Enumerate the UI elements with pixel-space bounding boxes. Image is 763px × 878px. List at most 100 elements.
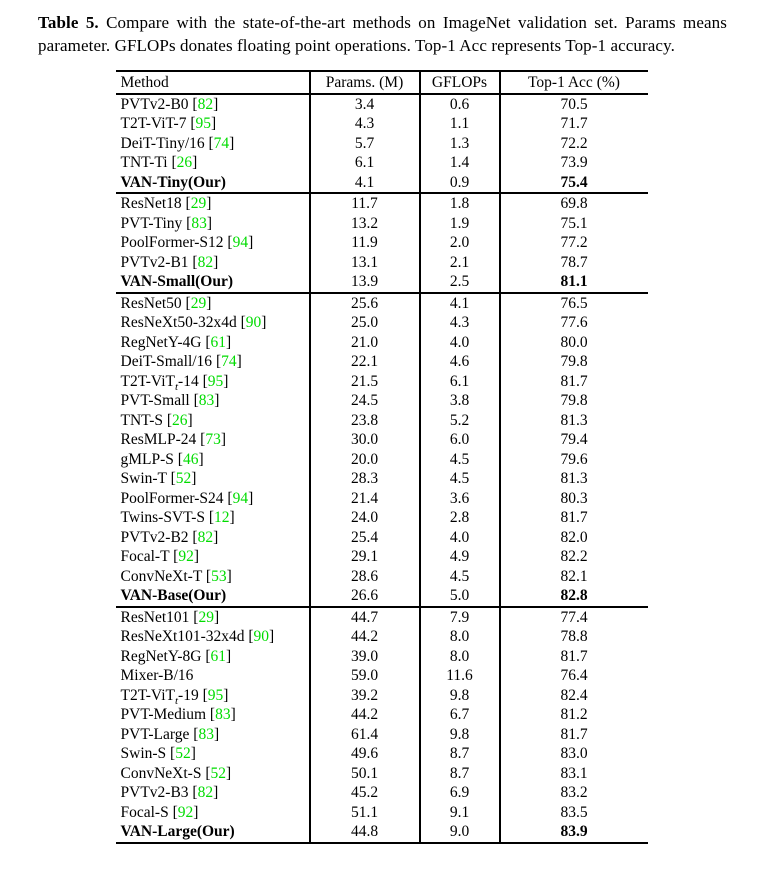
citation-link[interactable]: 29 <box>190 294 207 312</box>
params-cell: 39.0 <box>308 646 420 667</box>
method-name: RegNetY-4G <box>120 333 202 351</box>
citation-link[interactable]: 90 <box>245 314 262 332</box>
citation-link[interactable]: 74 <box>221 353 237 371</box>
method-cell: ResMLP-24 [73] <box>120 431 227 449</box>
citation-link[interactable]: 61 <box>210 333 226 351</box>
citation-link[interactable]: 12 <box>214 509 230 527</box>
method-name: PVTv2-B1 <box>120 253 189 271</box>
method-cell: TNT-S [26] <box>120 411 193 429</box>
params-cell: 50.1 <box>308 763 420 784</box>
method-name: ResNet101 <box>120 608 190 626</box>
gflops-cell: 6.9 <box>418 783 500 803</box>
params-cell: 25.0 <box>308 313 420 333</box>
params-cell: 39.2 <box>308 685 420 706</box>
method-name: RegNetY-8G <box>120 647 202 665</box>
table-row: Swin-S [52] 49.6 8.7 83.0 <box>116 744 648 764</box>
citation-link[interactable]: 92 <box>178 548 194 566</box>
acc-cell: 78.7 <box>498 252 648 273</box>
citation-link[interactable]: 94 <box>232 234 249 252</box>
gflops-cell: 1.4 <box>418 153 500 173</box>
gflops-cell: 8.7 <box>418 763 500 784</box>
citation-link[interactable]: 82 <box>197 95 214 113</box>
citation-link[interactable]: 82 <box>197 528 214 546</box>
acc-cell: 69.8 <box>498 193 648 214</box>
params-cell: 20.0 <box>308 449 420 470</box>
table-row: VAN-Small(Our) 13.9 2.5 81.1 <box>116 272 648 293</box>
table-row: PVT-Small [83] 24.5 3.8 79.8 <box>116 391 648 411</box>
citation-link[interactable]: 26 <box>176 154 193 172</box>
citation-link[interactable]: 83 <box>198 392 215 410</box>
method-name: TNT-S <box>120 411 164 429</box>
citation-link[interactable]: 94 <box>232 489 249 507</box>
acc-cell: 82.8 <box>498 586 648 607</box>
citation-link[interactable]: 95 <box>195 115 212 133</box>
method-cell: DeiT-Small/16 [74] <box>120 353 242 371</box>
citation-link[interactable]: 52 <box>210 764 227 782</box>
table-row: RegNetY-8G [61] 39.0 8.0 81.7 <box>116 646 648 667</box>
table-row: PVTv2-B2 [82] 25.4 4.0 82.0 <box>116 527 648 548</box>
gflops-cell: 2.8 <box>418 508 500 528</box>
params-cell: 44.2 <box>308 627 420 647</box>
citation-link[interactable]: 53 <box>211 567 227 585</box>
params-cell: 24.5 <box>308 391 420 411</box>
acc-cell: 82.1 <box>498 566 648 587</box>
acc-cell: 73.9 <box>498 153 648 173</box>
citation-link[interactable]: 52 <box>175 745 191 763</box>
gflops-cell: 4.0 <box>418 332 500 353</box>
method-name: ResNeXt101-32x4d <box>120 628 245 646</box>
method-name: T2T-ViTt-19 <box>120 686 199 706</box>
method-cell: VAN-Large(Our) <box>116 822 310 843</box>
citation-link[interactable]: 46 <box>182 450 199 468</box>
params-cell: 44.7 <box>308 606 420 628</box>
results-table: Method Params. (M) GFLOPs Top-1 Acc (%) PVT… <box>115 69 648 844</box>
params-cell: 3.4 <box>308 93 420 115</box>
method-cell: PoolFormer-S12 [94] <box>120 234 254 252</box>
citation-link[interactable]: 61 <box>210 647 226 665</box>
acc-cell: 79.4 <box>498 430 648 450</box>
citation-link[interactable]: 73 <box>205 431 221 449</box>
params-cell: 30.0 <box>308 430 420 450</box>
params-cell: 11.9 <box>308 233 420 253</box>
citation-link[interactable]: 29 <box>190 195 207 213</box>
table-row: RegNetY-4G [61] 21.0 4.0 80.0 <box>116 332 648 353</box>
citation-link[interactable]: 83 <box>198 725 214 743</box>
method-cell: TNT-Ti [26] <box>120 154 198 172</box>
method-name: T2T-ViTt-14 <box>120 372 199 392</box>
citation-link[interactable]: 82 <box>197 253 214 271</box>
acc-cell: 71.7 <box>498 114 648 134</box>
citation-link[interactable]: 83 <box>191 214 207 232</box>
gflops-cell: 9.8 <box>418 724 500 745</box>
method-name: VAN-Base(Our) <box>120 587 227 605</box>
method-name: TNT-Ti <box>120 154 168 172</box>
gflops-cell: 2.0 <box>418 233 500 253</box>
method-cell: VAN-Small(Our) <box>116 272 310 293</box>
method-cell: PVT-Medium [83] <box>120 706 236 724</box>
acc-cell: 78.8 <box>498 627 648 647</box>
citation-link[interactable]: 92 <box>177 803 194 821</box>
method-cell: Twins-SVT-S [12] <box>120 509 235 527</box>
citation-link[interactable]: 82 <box>197 784 214 802</box>
method-name: VAN-Tiny(Our) <box>120 173 226 191</box>
method-cell: ResNeXt50-32x4d [90] <box>120 314 267 332</box>
gflops-cell: 7.9 <box>418 606 500 628</box>
caption-text: Compare with the state-of-the-art method… <box>38 13 727 56</box>
acc-cell: 79.8 <box>498 391 648 411</box>
acc-cell: 75.4 <box>498 172 648 194</box>
acc-cell: 81.7 <box>498 646 648 667</box>
method-cell: Swin-T [52] <box>120 470 197 488</box>
citation-link[interactable]: 74 <box>213 134 230 152</box>
gflops-cell: 8.0 <box>418 627 500 647</box>
method-cell: Focal-S [92] <box>120 803 199 821</box>
citation-link[interactable]: 90 <box>253 628 270 646</box>
params-cell: 22.1 <box>308 352 420 372</box>
citation-link[interactable]: 29 <box>198 608 214 626</box>
method-cell: ConvNeXt-T [53] <box>120 567 232 585</box>
method-cell: VAN-Tiny(Our) <box>116 173 310 194</box>
citation-link[interactable]: 95 <box>207 372 224 390</box>
method-name: ResNet18 <box>120 195 182 213</box>
citation-link[interactable]: 52 <box>175 470 192 488</box>
citation-link[interactable]: 83 <box>215 706 231 724</box>
method-cell: VAN-Base(Our) <box>116 586 310 607</box>
citation-link[interactable]: 95 <box>207 686 224 704</box>
citation-link[interactable]: 26 <box>172 411 188 429</box>
